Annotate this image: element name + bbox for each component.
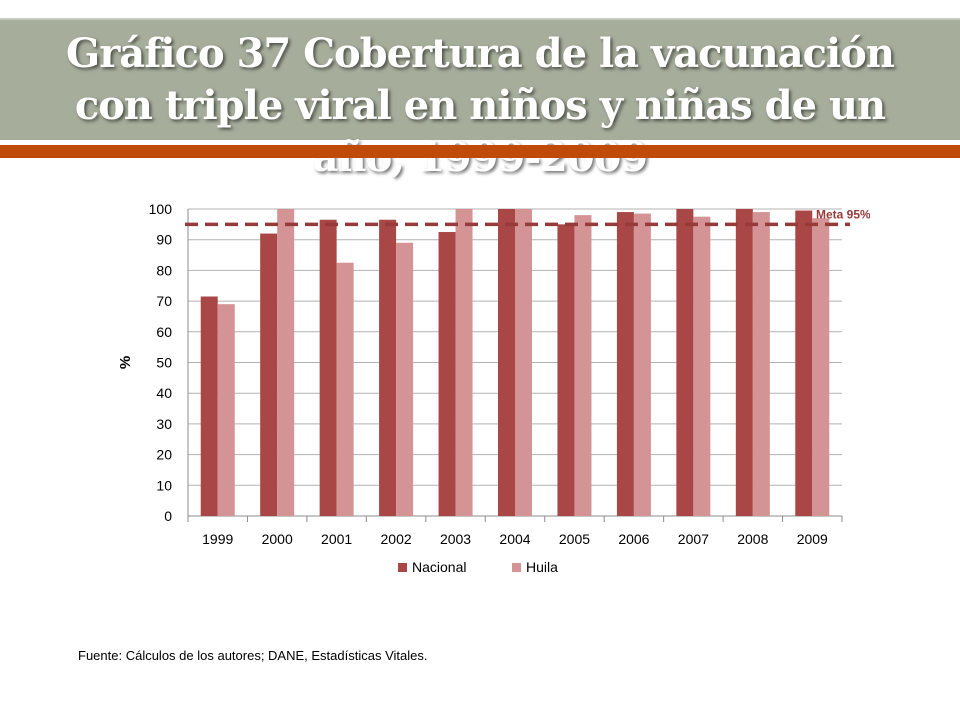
y-tick-label: 40 [156, 385, 172, 401]
bar-nacional [379, 219, 397, 516]
y-tick-label: 0 [164, 508, 172, 524]
bar-nacional [200, 296, 218, 516]
x-tick-label: 1999 [202, 531, 233, 547]
y-tick-label: 70 [156, 293, 172, 309]
x-tick-label: 2007 [678, 531, 709, 547]
bar-nacional [260, 233, 278, 516]
bar-nacional [438, 232, 456, 516]
bar-huila [515, 209, 532, 516]
bar-huila [752, 212, 770, 516]
x-tick-label: 2003 [440, 531, 471, 547]
legend-label: Nacional [412, 559, 466, 575]
y-tick-label: 90 [156, 232, 172, 248]
legend-label: Huila [526, 559, 558, 575]
bar-huila [455, 209, 473, 516]
bar-huila [812, 218, 830, 516]
bar-huila [336, 262, 354, 516]
bar-nacional [498, 209, 515, 516]
bar-huila [693, 216, 711, 517]
bar-nacional [319, 219, 337, 516]
y-tick-label: 100 [149, 201, 173, 217]
x-tick-label: 2008 [737, 531, 768, 547]
bar-nacional [795, 210, 813, 516]
slide-title: Gráfico 37 Cobertura de la vacunación co… [66, 30, 895, 181]
x-tick-label: 2001 [321, 531, 352, 547]
y-tick-label: 30 [156, 416, 172, 432]
y-tick-label: 10 [156, 477, 172, 493]
bar-nacional [676, 209, 694, 516]
x-tick-label: 2005 [559, 531, 590, 547]
y-axis-label: % [117, 356, 134, 369]
x-tick-label: 2004 [499, 531, 530, 547]
bar-huila [396, 242, 414, 516]
bar-nacional [557, 224, 575, 516]
y-tick-label: 60 [156, 324, 172, 340]
x-tick-label: 2000 [262, 531, 293, 547]
bar-huila [633, 213, 651, 517]
legend-swatch [398, 563, 407, 572]
y-tick-label: 50 [156, 355, 172, 371]
x-tick-label: 2002 [381, 531, 412, 547]
legend-swatch [512, 563, 521, 572]
bar-nacional [735, 209, 753, 516]
y-tick-label: 20 [156, 447, 172, 463]
x-tick-label: 2009 [797, 531, 828, 547]
chart-svg: 0 10 20 30 40 50 60 70 80 90 100% 1999 2000 2001 2002 2… [117, 201, 871, 575]
vaccination-chart: 0 10 20 30 40 50 60 70 80 90 100% 1999 2000 2001 2002 2… [100, 185, 871, 590]
bar-nacional [616, 212, 634, 516]
accent-bar [0, 145, 960, 158]
meta-label: Meta 95% [816, 207, 870, 221]
bar-huila [574, 215, 592, 516]
y-tick-label: 80 [156, 262, 172, 278]
x-tick-label: 2006 [618, 531, 649, 547]
bar-huila [217, 304, 235, 516]
bar-huila [277, 209, 295, 516]
source-note: Fuente: Cálculos de los autores; DANE, E… [78, 648, 428, 663]
title-band: Gráfico 37 Cobertura de la vacunación co… [0, 18, 960, 181]
